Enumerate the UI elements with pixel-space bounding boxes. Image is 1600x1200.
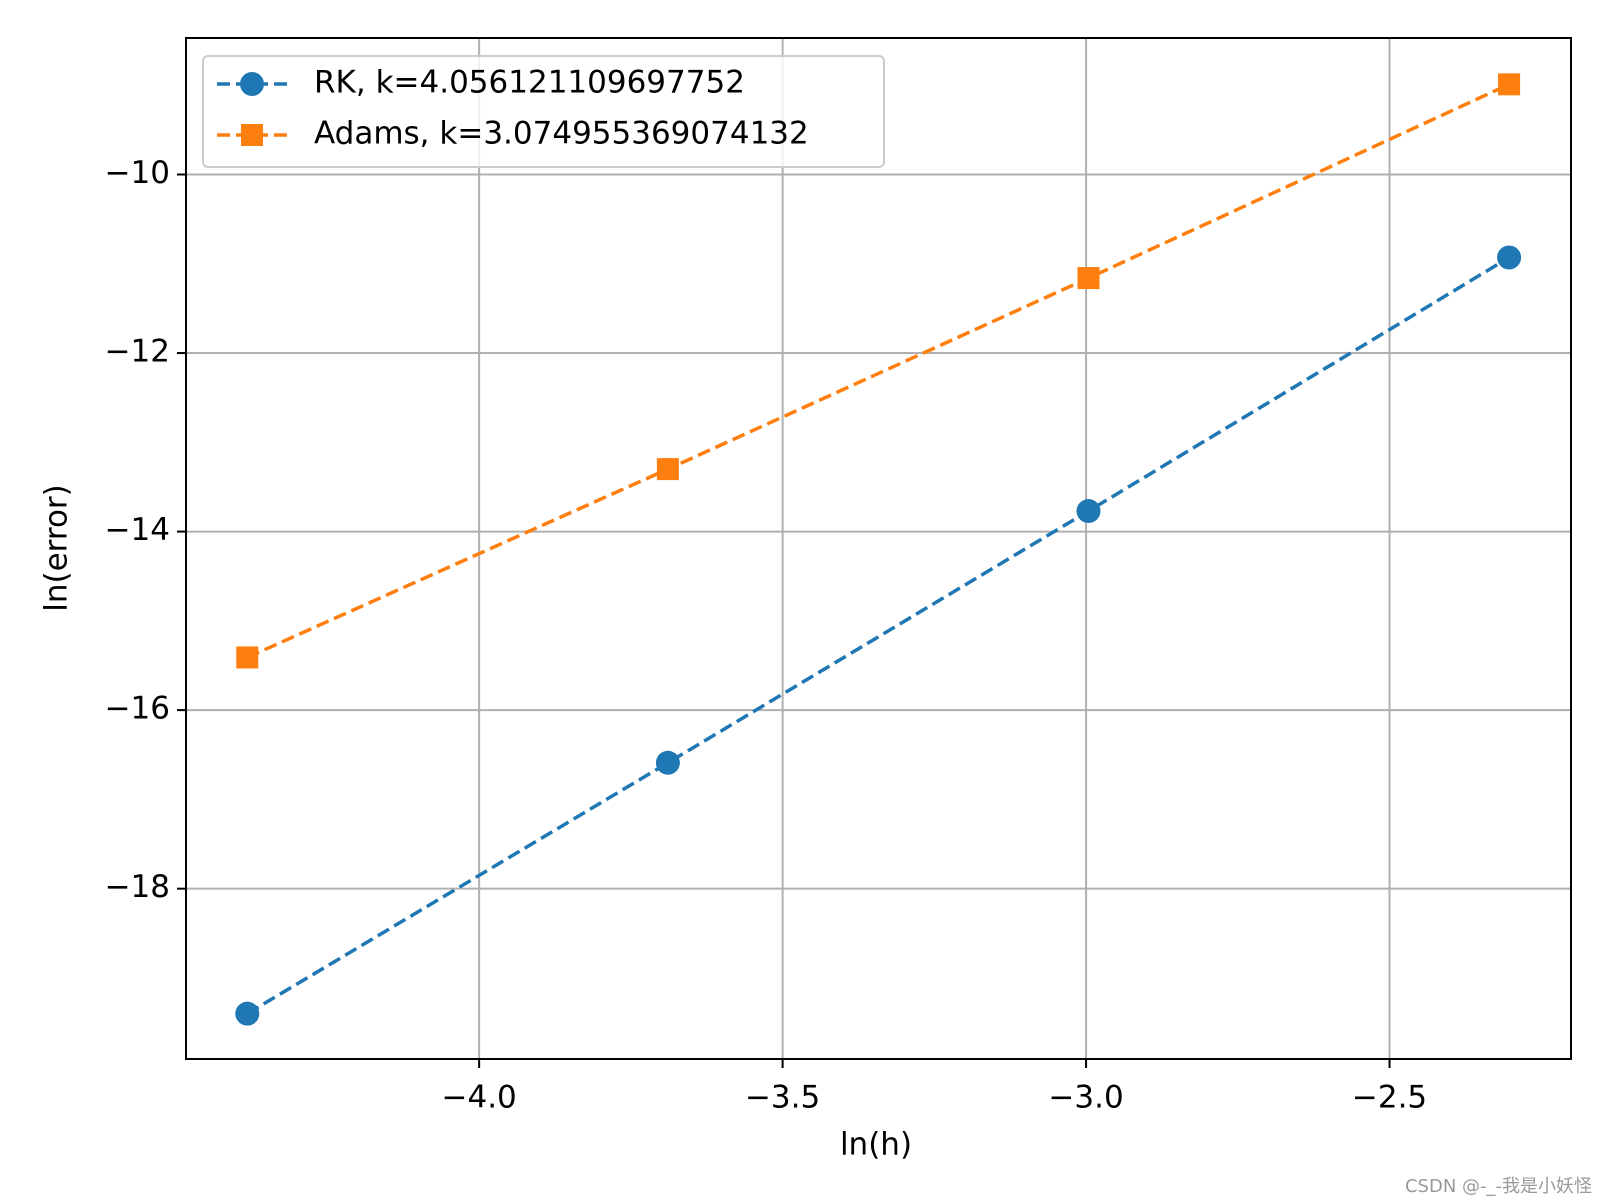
watermark: CSDN @-_-我是小妖怪 — [1405, 1176, 1592, 1197]
y-tick-label: −10 — [105, 155, 170, 191]
x-tick-label: −3.0 — [1048, 1080, 1123, 1116]
data-point — [236, 646, 259, 669]
y-tick-label: −12 — [105, 334, 170, 370]
legend-label: Adams, k=3.074955369074132 — [314, 116, 809, 152]
y-tick-label: −16 — [105, 691, 170, 727]
series-line — [246, 256, 1510, 1016]
x-tick-label: −4.0 — [442, 1080, 517, 1116]
legend-marker — [240, 72, 264, 96]
x-tick-label: −3.5 — [745, 1080, 820, 1116]
plot-frame — [185, 37, 1572, 1060]
data-point — [235, 1001, 260, 1026]
data-point — [1497, 245, 1522, 270]
x-axis-label: ln(h) — [840, 1127, 912, 1163]
y-tick-label: −14 — [105, 512, 170, 548]
data-point — [656, 458, 679, 481]
legend-box — [202, 55, 885, 168]
x-tick-label: −2.5 — [1352, 1080, 1427, 1116]
data-point — [1076, 499, 1101, 524]
legend-marker — [241, 124, 263, 146]
y-tick-label: −18 — [105, 869, 170, 905]
legend-label: RK, k=4.056121109697752 — [314, 65, 745, 101]
data-point — [655, 750, 680, 775]
series-line — [246, 82, 1510, 660]
data-point — [1498, 73, 1521, 96]
data-point — [1077, 267, 1100, 290]
y-axis-label: ln(error) — [39, 484, 75, 612]
